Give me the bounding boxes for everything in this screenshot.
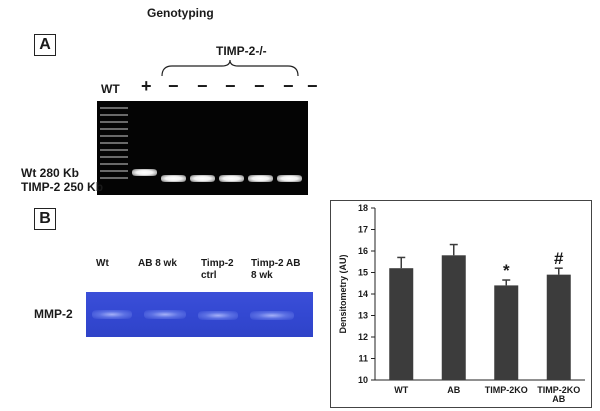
panel-a-label: A	[34, 34, 56, 56]
y-axis-label: Densitometry (AU)	[338, 254, 348, 333]
ladder-band	[100, 177, 128, 179]
y-tick-label: 11	[358, 354, 368, 364]
wt-lane-label: WT	[101, 82, 120, 96]
lane-sign-negative: −	[283, 76, 294, 96]
bar-ab	[441, 255, 466, 380]
zymo-band	[198, 311, 238, 320]
x-tick-label: TIMP-2KO	[537, 385, 580, 395]
genotyping-gel	[97, 101, 308, 195]
gel-band-ko	[219, 175, 244, 182]
genotyping-title: Genotyping	[147, 6, 214, 20]
panel-b-label: B	[34, 208, 56, 230]
gel-band-ko	[161, 175, 186, 182]
bar-timp-2ko-ab	[546, 274, 571, 380]
significance-marker: *	[503, 261, 510, 280]
mmp2-row-label: MMP-2	[34, 307, 73, 321]
x-tick-label: AB	[447, 385, 460, 395]
ladder-band	[100, 156, 128, 158]
y-tick-label: 13	[358, 311, 368, 321]
ladder-band	[100, 149, 128, 151]
bar-wt	[389, 268, 414, 380]
wt-band-size-label: Wt 280 Kb	[21, 166, 80, 180]
mmp2-zymogram	[86, 292, 313, 337]
zymo-band	[144, 310, 186, 319]
lane-sign-negative: −	[254, 76, 265, 96]
zymo-lane-label-timp2-ab: Timp-2 AB 8 wk	[251, 258, 301, 281]
timp2-knockout-group-label: TIMP-2-/-	[216, 44, 267, 58]
ladder-band	[100, 107, 128, 109]
band-size-labels: Wt 280 Kb TIMP-2 250 Kb	[21, 166, 103, 194]
zymo-lane-label-ab: AB 8 wk	[138, 258, 177, 269]
ladder-band	[100, 114, 128, 116]
zymo-band	[92, 310, 132, 319]
zymo-lane-label-wt: Wt	[96, 258, 109, 269]
gel-band-ko	[277, 175, 302, 182]
lane-sign-negative: −	[197, 76, 208, 96]
group-brace	[161, 59, 299, 77]
y-tick-label: 16	[358, 246, 368, 256]
densitometry-bar-chart: 10 11 12 13 14 15 16 17 18 Densitometry (AU) WT AB *…	[330, 200, 592, 408]
zymo-lane-label-timp2-ctrl: Timp-2 ctrl	[201, 258, 234, 281]
gel-band-ko	[248, 175, 273, 182]
lane-sign-negative: −	[168, 76, 179, 96]
bar-timp-2ko	[494, 285, 519, 380]
ladder-band	[100, 163, 128, 165]
ladder-band	[100, 170, 128, 172]
zymo-band	[250, 311, 294, 320]
x-tick-label: AB	[552, 394, 565, 404]
x-tick-label: TIMP-2KO	[485, 385, 528, 395]
ladder-band	[100, 121, 128, 123]
y-tick-label: 15	[358, 268, 368, 278]
ladder-band	[100, 135, 128, 137]
lane-sign-negative: −	[225, 76, 236, 96]
lane-sign-negative: −	[307, 76, 318, 96]
gel-band-ko	[190, 175, 215, 182]
y-tick-label: 10	[358, 375, 368, 385]
timp2-band-size-label: TIMP-2 250 Kb	[21, 180, 104, 194]
y-tick-label: 12	[358, 332, 368, 342]
x-tick-label: WT	[394, 385, 408, 395]
significance-marker: #	[554, 249, 564, 268]
y-tick-label: 17	[358, 225, 368, 235]
y-tick-label: 14	[358, 289, 368, 299]
y-tick-label: 18	[358, 203, 368, 213]
ladder-band	[100, 142, 128, 144]
gel-band-wt	[132, 169, 157, 176]
lane-sign-positive-control: +	[141, 76, 152, 96]
dna-ladder	[100, 101, 128, 195]
ladder-band	[100, 128, 128, 130]
